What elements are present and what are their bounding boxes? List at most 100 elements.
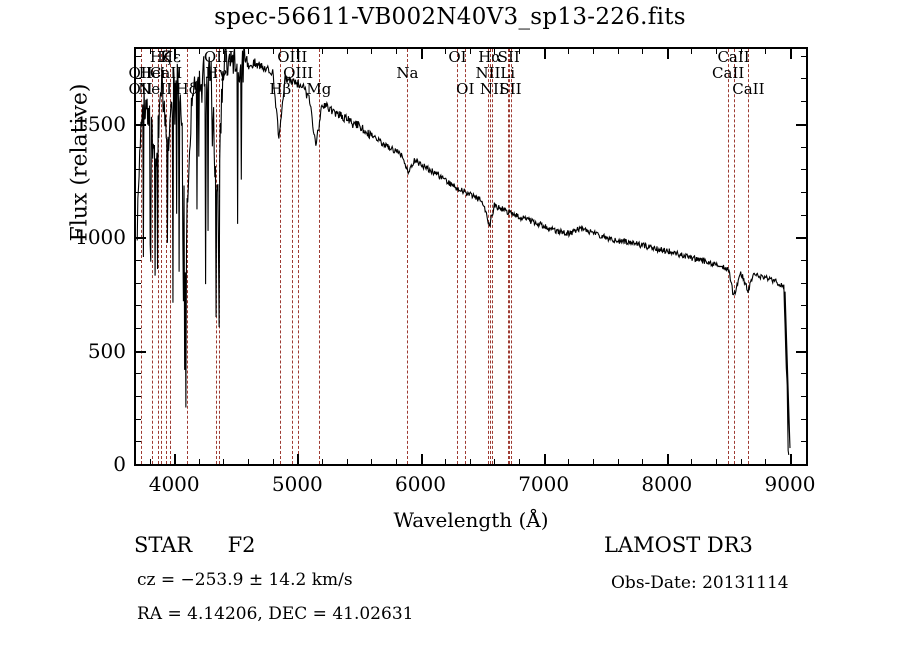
axis-tick [149,459,151,464]
spectral-line-label: Hγ [205,64,228,82]
axis-tick [592,459,594,464]
spectral-line-label: CaII [149,64,183,82]
axis-tick [149,49,151,54]
axis-tick [136,214,141,216]
axis-tick [136,464,146,466]
axis-tick [801,101,806,103]
axis-tick [174,49,177,59]
axis-tick [796,350,806,353]
axis-tick [395,459,397,464]
axis-tick [469,49,471,54]
axis-tick [136,169,141,171]
axis-tick [136,305,141,307]
spectral-line-label: Li [500,64,516,82]
axis-tick [420,49,423,59]
spectral-line-label: Hζ [149,48,172,66]
spectral-line-marker [170,49,172,464]
axis-tick [801,146,806,148]
axis-tick [198,459,200,464]
axis-tick [136,441,141,443]
spectral-line-label: OIII [277,48,308,66]
y-tick-label: 1000 [75,225,126,250]
x-tick-label: 7000 [518,472,570,496]
object-type: STAR [134,533,193,557]
axis-tick [801,282,806,284]
axis-tick [136,282,141,284]
spectral-line-label: OI [448,48,467,66]
axis-tick [248,49,250,54]
axis-tick [716,459,718,464]
axis-tick [617,49,619,54]
x-axis-label: Wavelength (Å) [393,508,549,532]
axis-tick [136,55,141,57]
spectral-line-label: NII [475,64,501,82]
spectral-line-label: CaII [732,80,765,98]
page-title: spec-56611-VB002N40V3_sp13-226.fits [214,4,686,30]
axis-tick [543,49,546,59]
y-axis-label: Flux (relative) [67,83,93,242]
axis-tick [568,49,570,54]
axis-tick [223,459,225,464]
spectral-line-marker [510,49,513,464]
axis-tick [494,49,496,54]
axis-tick [666,454,669,464]
axis-tick [801,214,806,216]
spectral-line-label: NII [479,80,505,98]
observation-date: Obs-Date: 20131114 [611,573,789,593]
axis-tick [136,373,141,375]
spectral-line-label: OIII [283,64,314,82]
spectral-line-marker [465,49,467,464]
axis-tick [136,395,141,397]
axis-tick [136,237,146,240]
spectral-line-label: NeIII [138,80,178,98]
spectral-line-marker [160,49,163,464]
spectral-line-marker [492,49,494,464]
spectral-line-marker [407,49,409,464]
axis-tick [789,49,792,59]
axis-tick [801,441,806,443]
axis-tick [740,49,742,54]
axis-tick [642,49,644,54]
axis-tick [789,454,792,464]
spectral-line-marker [292,49,294,464]
axis-tick [136,101,141,103]
axis-tick [691,49,693,54]
axis-tick [801,169,806,171]
spectral-line-label: SII [499,80,522,98]
spectral-line-label: Hδ [175,80,198,98]
axis-tick [136,350,146,353]
axis-tick [543,454,546,464]
plot-inner [136,49,806,464]
spectral-line-label: CaII [717,48,750,66]
axis-tick [371,49,373,54]
axis-tick [716,49,718,54]
spectral-line-marker [748,49,750,464]
spectral-line-marker [280,49,282,464]
spectral-line-marker [186,49,189,464]
axis-tick [223,49,225,54]
coordinates: RA = 4.14206, DEC = 41.02631 [137,604,414,624]
axis-tick [198,49,200,54]
axis-tick [174,454,177,464]
spectral-line-marker [152,49,154,464]
spectral-line-marker [140,49,143,464]
axis-tick [136,418,141,420]
axis-tick [136,191,141,193]
spectral-line-marker [487,49,490,464]
spectral-class: F2 [227,533,256,557]
spectrum-curve [136,49,791,456]
axis-tick [801,327,806,329]
axis-tick [801,418,806,420]
axis-tick [321,49,323,54]
axis-tick [801,191,806,193]
axis-tick [297,49,300,59]
axis-tick [592,49,594,54]
axis-tick [136,78,141,80]
y-tick-label: 1500 [75,111,126,136]
y-tick-label: 0 [113,452,126,476]
axis-tick [801,55,806,57]
axis-tick [136,327,141,329]
axis-tick [642,459,644,464]
axis-tick [801,259,806,261]
axis-tick [666,49,669,59]
